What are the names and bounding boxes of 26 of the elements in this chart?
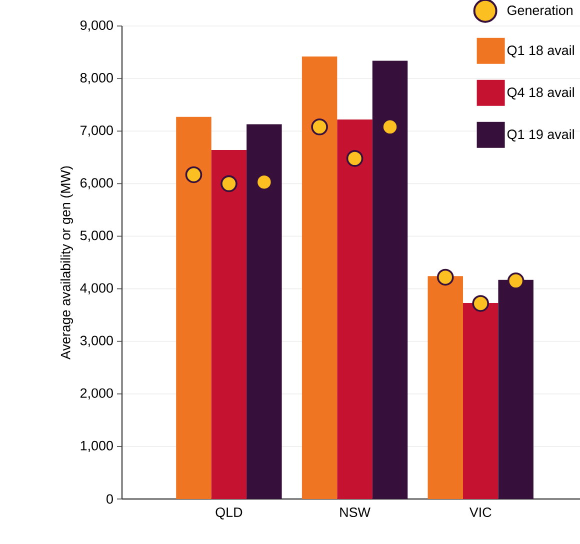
y-tick-label: 4,000 <box>80 283 113 294</box>
bar <box>337 120 372 499</box>
bar <box>428 276 463 499</box>
y-tick-label: 9,000 <box>80 20 113 32</box>
x-tick-label: QLD <box>216 508 242 520</box>
y-tick-label: 0 <box>106 494 113 504</box>
y-tick-label: 6,000 <box>80 178 113 190</box>
bar <box>462 302 498 499</box>
y-tick-label: 7,000 <box>80 126 113 137</box>
y-tick-label: 8,000 <box>80 73 113 84</box>
y-tick-label: 1,000 <box>80 440 113 452</box>
legend-label: Q1 18 avail <box>507 45 574 58</box>
y-tick-label: 5,000 <box>80 230 113 242</box>
bar <box>176 116 212 499</box>
legend-label: Generation <box>507 5 572 16</box>
x-tick-label: VIC <box>469 508 492 518</box>
y-tick-label: 3,000 <box>80 336 113 347</box>
legend-label: Q1 19 avail <box>507 129 574 142</box>
legend-label: Q4 18 avail <box>507 87 574 100</box>
bar <box>372 60 408 499</box>
y-axis-title: Average availability or gen (MW) <box>60 166 73 360</box>
y-tick-label: 2,000 <box>80 388 113 400</box>
bar <box>246 124 282 499</box>
x-tick-label: NSW <box>340 508 370 518</box>
bar <box>302 56 338 499</box>
bar <box>211 150 247 499</box>
